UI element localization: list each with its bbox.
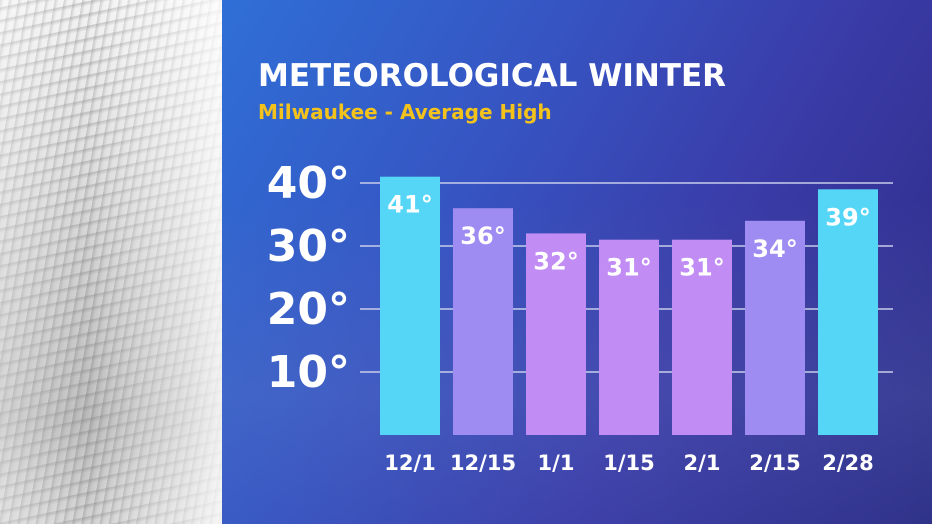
x-tick-label: 2/1 bbox=[684, 451, 721, 475]
bar bbox=[453, 208, 513, 435]
bar bbox=[599, 239, 659, 435]
y-tick-label: 30° bbox=[267, 221, 350, 272]
bar bbox=[380, 176, 440, 435]
bar-value-label: 39° bbox=[825, 203, 870, 231]
x-tick-label: 12/1 bbox=[384, 451, 436, 475]
chart-subtitle: Milwaukee - Average High bbox=[258, 100, 552, 124]
bar bbox=[672, 239, 732, 435]
x-tick-label: 1/1 bbox=[538, 451, 575, 475]
y-tick-label: 40° bbox=[267, 158, 350, 209]
bar-value-label: 41° bbox=[387, 191, 432, 219]
y-tick-label: 20° bbox=[267, 284, 350, 335]
bar-value-label: 36° bbox=[460, 222, 505, 250]
bar-value-label: 31° bbox=[606, 254, 651, 282]
bar bbox=[818, 189, 878, 435]
x-tick-label: 1/15 bbox=[603, 451, 655, 475]
bar-value-label: 34° bbox=[752, 235, 797, 263]
snow-photo-overlay bbox=[0, 0, 222, 524]
bar bbox=[745, 220, 805, 435]
y-tick-label: 10° bbox=[267, 347, 350, 398]
bar-value-label: 31° bbox=[679, 254, 724, 282]
x-tick-label: 2/15 bbox=[749, 451, 801, 475]
bar bbox=[526, 233, 586, 435]
x-tick-label: 12/15 bbox=[450, 451, 516, 475]
x-tick-label: 2/28 bbox=[822, 451, 874, 475]
chart-title: METEOROLOGICAL WINTER bbox=[258, 58, 727, 94]
bar-value-label: 32° bbox=[533, 247, 578, 275]
